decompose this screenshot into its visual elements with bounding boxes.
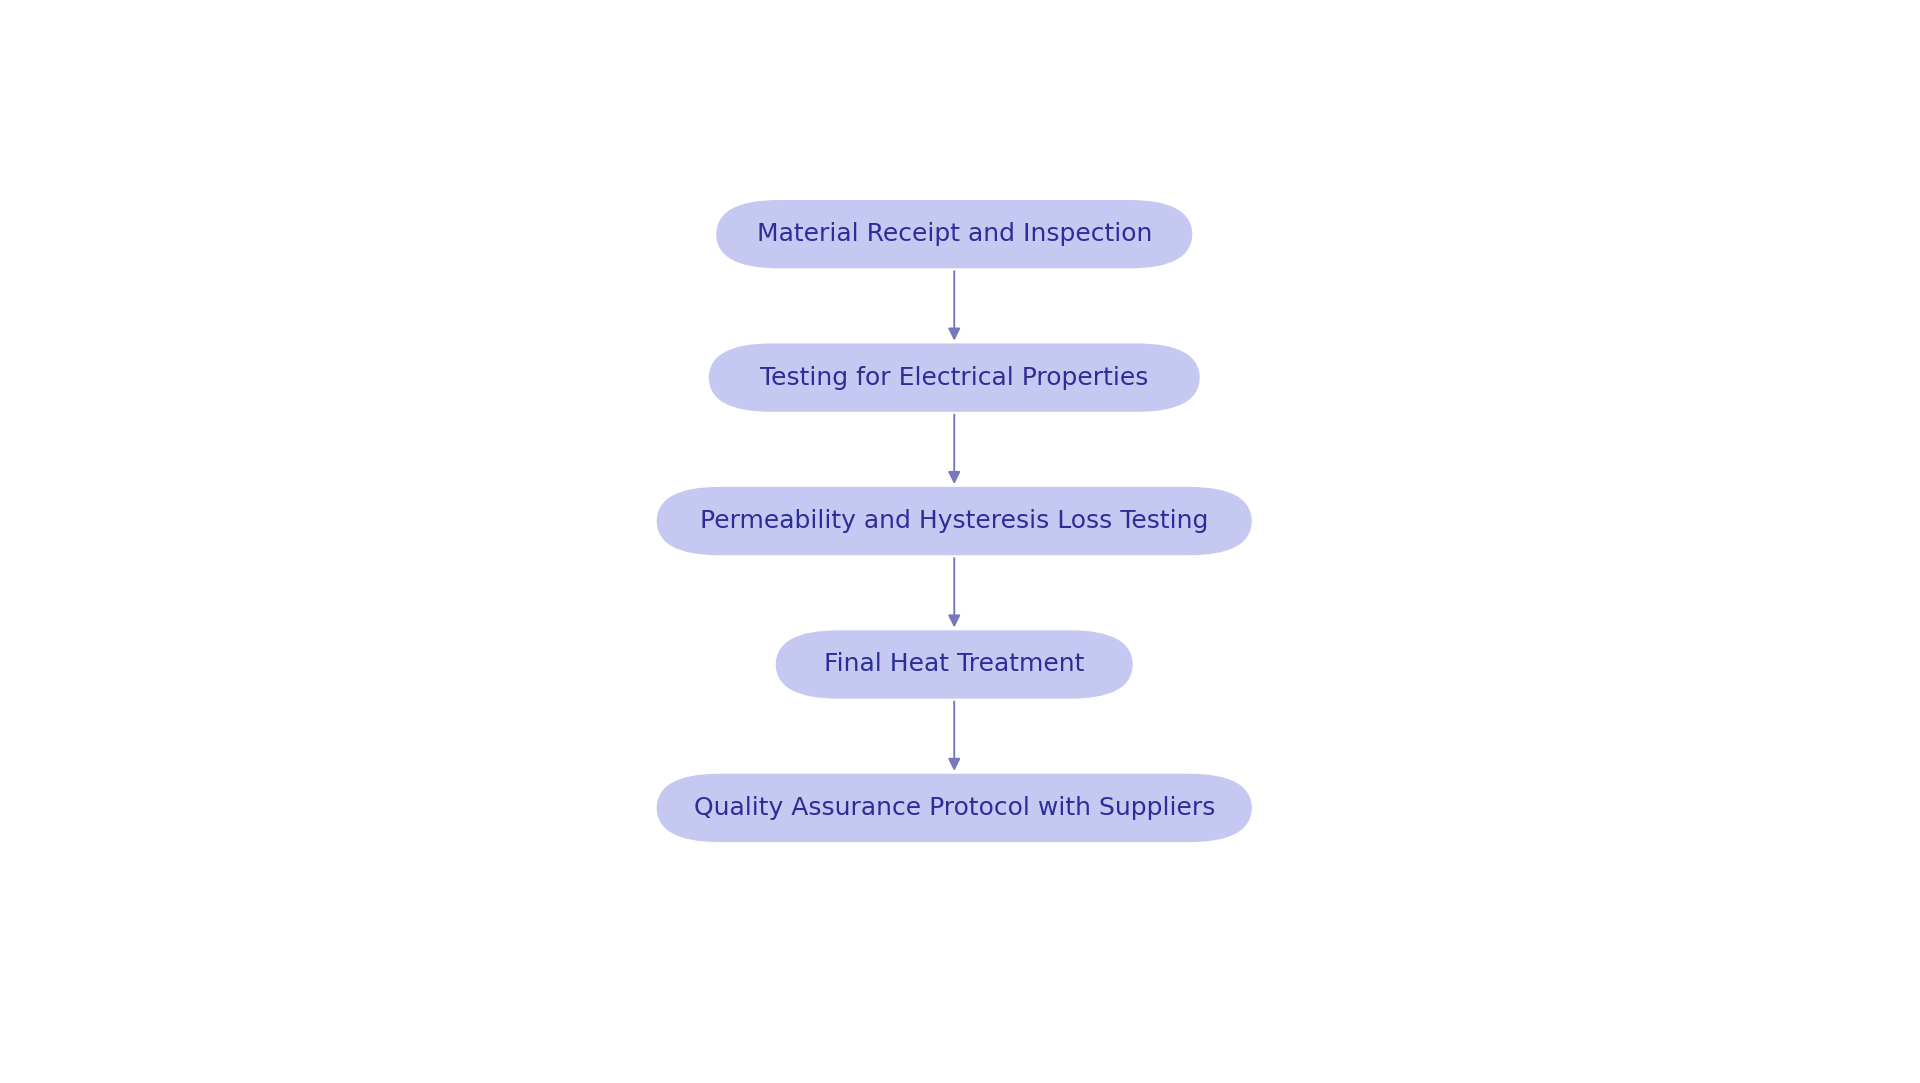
FancyBboxPatch shape: [657, 487, 1252, 556]
FancyBboxPatch shape: [716, 200, 1192, 269]
FancyBboxPatch shape: [776, 630, 1133, 699]
Text: Material Receipt and Inspection: Material Receipt and Inspection: [756, 222, 1152, 246]
Text: Testing for Electrical Properties: Testing for Electrical Properties: [760, 366, 1148, 390]
Text: Final Heat Treatment: Final Heat Treatment: [824, 652, 1085, 677]
Text: Quality Assurance Protocol with Suppliers: Quality Assurance Protocol with Supplier…: [693, 796, 1215, 820]
Text: Permeability and Hysteresis Loss Testing: Permeability and Hysteresis Loss Testing: [701, 509, 1208, 533]
FancyBboxPatch shape: [708, 343, 1200, 412]
FancyBboxPatch shape: [657, 773, 1252, 843]
